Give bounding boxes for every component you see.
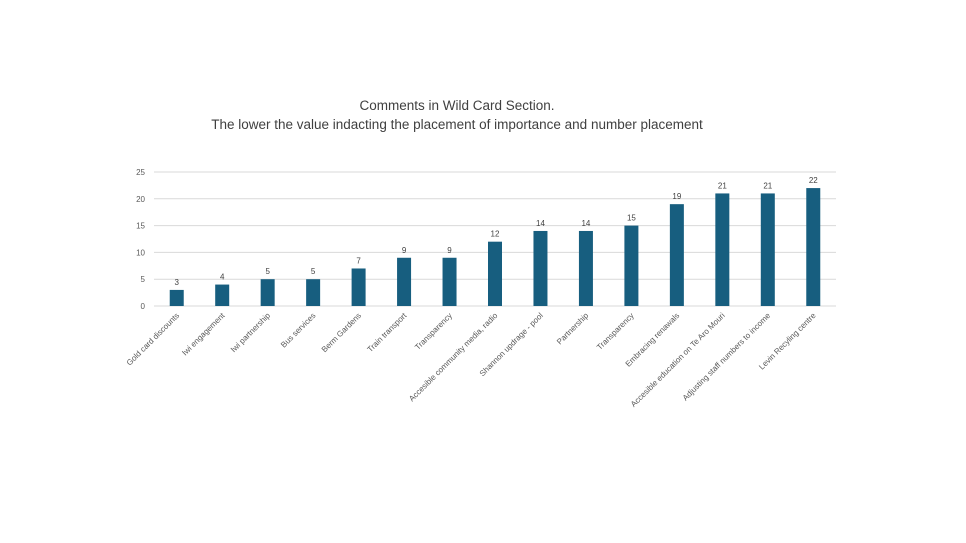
data-label: 21 <box>718 181 727 190</box>
bars <box>169 188 821 306</box>
bar <box>715 193 730 306</box>
y-axis-ticks: 0 5 10 15 20 25 <box>136 168 145 311</box>
bar <box>169 289 184 306</box>
data-label: 4 <box>220 273 225 282</box>
data-label: 12 <box>491 230 500 239</box>
x-category-label: Partnership <box>555 311 591 347</box>
y-tick-label: 20 <box>136 195 145 204</box>
x-category-label: Accesible community media, radio <box>407 311 500 404</box>
bar <box>215 284 230 306</box>
x-category-label: Transparency <box>413 311 454 352</box>
x-category-label: Bus services <box>279 311 317 349</box>
x-category-label: Iwi partnership <box>229 311 273 355</box>
y-tick-label: 5 <box>141 275 146 284</box>
data-label: 9 <box>447 246 452 255</box>
chart-title: Comments in Wild Card Section. The lower… <box>0 96 914 134</box>
y-tick-label: 25 <box>136 168 145 177</box>
chart-subtitle: The lower the value indacting the placem… <box>211 117 703 132</box>
y-tick-label: 0 <box>141 302 146 311</box>
bar <box>397 257 412 306</box>
data-label: 5 <box>311 267 316 276</box>
bar <box>669 204 684 306</box>
x-axis-labels: Gold card discounts Iwi engagement Iwi par… <box>125 311 818 409</box>
bar <box>442 257 457 306</box>
data-label: 5 <box>265 267 270 276</box>
y-tick-label: 10 <box>136 248 145 257</box>
data-label: 19 <box>672 192 681 201</box>
data-labels: 3 4 5 5 7 9 9 12 14 14 15 19 21 21 22 <box>175 176 819 287</box>
bar <box>578 230 593 306</box>
data-label: 9 <box>402 246 407 255</box>
data-label: 21 <box>763 181 772 190</box>
data-label: 14 <box>536 219 545 228</box>
data-label: 22 <box>809 176 818 185</box>
x-category-label: Adjusting staff numbers to income <box>681 311 773 403</box>
bar <box>488 241 502 306</box>
x-category-label: Iwi engagement <box>180 311 227 358</box>
data-label: 15 <box>627 214 636 223</box>
bar <box>760 193 775 306</box>
bar <box>624 225 639 306</box>
data-label: 7 <box>356 256 361 265</box>
data-label: 14 <box>581 219 590 228</box>
x-category-label: Train transport <box>366 311 409 354</box>
x-category-label: Gold card discounts <box>125 311 181 367</box>
bar <box>533 230 548 306</box>
bar <box>260 279 275 306</box>
chart-title-line1: Comments in Wild Card Section. <box>359 98 555 113</box>
x-category-label: Transparency <box>595 311 636 352</box>
data-label: 3 <box>175 278 180 287</box>
x-category-label: Berm Gardens <box>320 311 363 354</box>
bar <box>806 188 821 306</box>
bar <box>351 268 366 306</box>
bar <box>306 279 321 306</box>
y-tick-label: 15 <box>136 222 145 231</box>
x-category-label: Accesible education on Te Aro Mouri <box>629 311 727 409</box>
